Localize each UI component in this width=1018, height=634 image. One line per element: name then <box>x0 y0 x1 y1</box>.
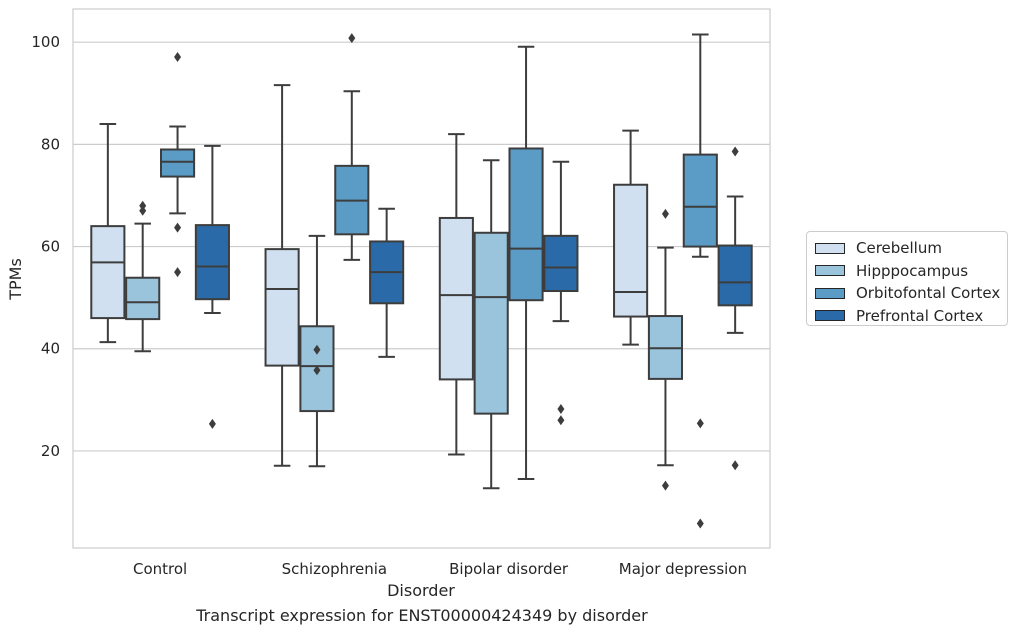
box-3-3 <box>717 146 753 471</box>
box-body <box>194 224 230 301</box>
x-tick-labels: Control Schizophrenia Bipolar disorder Majo… <box>133 560 747 578</box>
outlier-point <box>174 222 182 233</box>
box-body <box>682 153 718 248</box>
y-tick-labels: 20 40 60 80 100 <box>31 33 60 460</box>
figure-caption: Transcript expression for ENST0000042434… <box>196 606 648 625</box>
box-3-1 <box>369 207 405 358</box>
legend-swatch <box>815 310 845 322</box>
outlier-point <box>557 415 565 426</box>
box-3-0 <box>194 144 230 429</box>
box-body <box>125 276 161 321</box>
box-plots <box>90 33 753 529</box>
outlier-point <box>139 205 147 216</box>
box-body <box>473 231 509 415</box>
box-body <box>508 147 544 302</box>
box-body <box>90 225 126 320</box>
box-0-0 <box>90 122 126 344</box>
box-3-2 <box>543 160 579 426</box>
legend-item: Prefrontal Cortex <box>815 305 1007 328</box>
outlier-point <box>557 404 565 415</box>
legend-item: Hipppocampus <box>815 260 1007 283</box>
x-axis-label: Disorder <box>387 581 455 600</box>
outlier-point <box>174 52 182 63</box>
legend: Cerebellum Hipppocampus Orbitofontal Corte… <box>806 231 1008 326</box>
plot-frame <box>72 8 771 549</box>
y-tick-label: 80 <box>41 135 60 153</box>
legend-label: Prefrontal Cortex <box>856 306 984 325</box>
legend-label: Cerebellum <box>856 239 942 258</box>
outlier-point <box>139 200 147 211</box>
box-1-0 <box>125 200 161 353</box>
box-1-1 <box>299 234 335 468</box>
outlier-point <box>731 146 739 157</box>
outlier-point <box>348 33 356 44</box>
x-tick-label: Schizophrenia <box>282 560 387 578</box>
box-0-1 <box>264 84 300 467</box>
legend-item: Cerebellum <box>815 237 1007 260</box>
outlier-point <box>661 480 669 491</box>
y-axis-label: TPMs <box>6 258 25 301</box>
legend-swatch <box>815 287 845 299</box>
box-2-0 <box>159 52 196 278</box>
box-2-3 <box>682 33 718 529</box>
box-body <box>159 148 196 178</box>
outlier-point <box>696 518 704 529</box>
box-body <box>613 183 649 318</box>
box-2-2 <box>508 45 544 481</box>
box-body <box>264 248 300 367</box>
x-tick-label: Control <box>133 560 187 578</box>
box-body <box>438 216 474 381</box>
outlier-point <box>208 418 216 429</box>
legend-item: Orbitofontal Cortex <box>815 282 1007 305</box>
legend-label: Hipppocampus <box>856 261 969 280</box>
legend-swatch <box>815 242 845 254</box>
outlier-point <box>731 460 739 471</box>
legend-label: Orbitofontal Cortex <box>856 284 1001 303</box>
y-tick-label: 20 <box>41 442 60 460</box>
box-body <box>543 234 579 293</box>
x-tick-label: Major depression <box>619 560 747 578</box>
box-0-2 <box>438 133 474 456</box>
y-tick-label: 100 <box>31 33 60 51</box>
outlier-point <box>313 365 321 376</box>
x-tick-label: Bipolar disorder <box>449 560 569 578</box>
outlier-point <box>696 418 704 429</box>
outlier-point <box>661 208 669 219</box>
outlier-point <box>313 344 321 355</box>
legend-swatch <box>815 265 845 277</box>
box-body <box>717 244 753 307</box>
box-1-2 <box>473 159 509 490</box>
box-2-1 <box>334 33 370 261</box>
y-tick-label: 60 <box>41 238 60 256</box>
outlier-point <box>174 267 182 278</box>
y-tick-label: 40 <box>41 340 60 358</box>
box-1-3 <box>647 208 684 491</box>
box-0-3 <box>613 129 649 346</box>
